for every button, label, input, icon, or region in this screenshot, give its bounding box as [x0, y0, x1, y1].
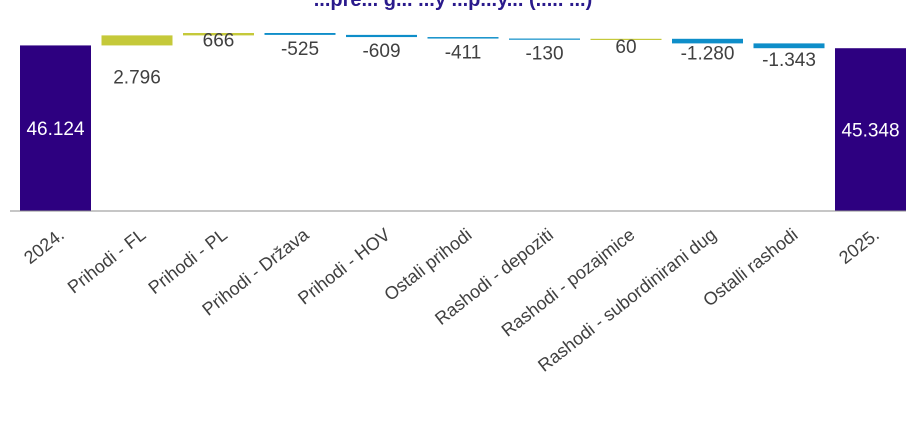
- value-label-11: 45.348: [841, 121, 899, 142]
- value-label-6: -411: [445, 43, 482, 64]
- x-tick-label-3: Prihodi - PL: [145, 224, 231, 298]
- value-label-8: 60: [615, 37, 636, 58]
- bar-4: [264, 33, 336, 35]
- bar-10: [753, 43, 825, 49]
- bar-9: [672, 38, 743, 44]
- value-label-7: -130: [525, 44, 563, 65]
- bar-8: [590, 38, 662, 40]
- bar-2: [101, 35, 173, 46]
- x-tick-label-1: 2024.: [20, 224, 68, 267]
- bar-6: [427, 37, 499, 39]
- value-label-2: 2.796: [113, 67, 161, 88]
- bar-11: [835, 48, 906, 212]
- value-label-9: -1.280: [681, 43, 735, 64]
- bar-1: [20, 45, 91, 212]
- value-label-1: 46.124: [26, 119, 85, 140]
- value-label-3: 666: [203, 30, 235, 51]
- bar-5: [346, 34, 417, 38]
- value-label-4: -525: [281, 39, 319, 60]
- bars-group: [20, 33, 906, 212]
- x-tick-label-8: Rashodi - pozajmice: [498, 224, 639, 340]
- chart-title: ...pre... g... ...y ...p...y... (..... .…: [314, 0, 593, 11]
- value-labels-group: 46.124 2.796 666 -525 -609 -411 -130 60 -1.280 -1…: [26, 30, 899, 141]
- value-label-10: -1.343: [762, 50, 816, 71]
- bar-7: [509, 38, 580, 40]
- x-tick-label-2: Prihodi - FL: [64, 224, 150, 297]
- value-label-5: -609: [362, 41, 400, 62]
- x-tick-label-11: 2025.: [835, 224, 883, 267]
- bar-3: [183, 33, 254, 36]
